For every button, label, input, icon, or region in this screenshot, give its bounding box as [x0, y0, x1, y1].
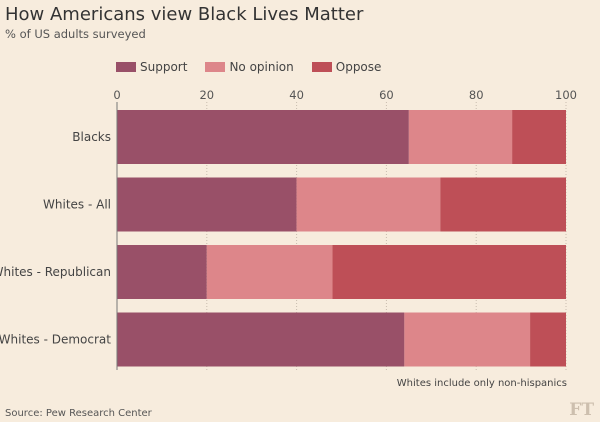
legend-item-support: Support: [116, 60, 187, 74]
legend-swatch: [311, 62, 332, 72]
legend-item-no-opinion: No opinion: [205, 60, 294, 74]
legend: Support No opinion Oppose: [116, 60, 381, 74]
legend-label: Oppose: [335, 60, 382, 74]
bar-no-opinion: [404, 312, 531, 367]
bar-no-opinion: [206, 245, 333, 299]
bar-oppose: [440, 177, 566, 232]
x-tick-label: 60: [379, 88, 394, 102]
chart-note: Whites include only non-hispanics: [396, 378, 567, 389]
chart-subtitle: % of US adults surveyed: [5, 27, 146, 41]
category-label: Whites - Republican: [0, 265, 111, 279]
bar-oppose: [512, 110, 566, 164]
legend-item-oppose: Oppose: [311, 60, 382, 74]
x-tick-label: 80: [469, 88, 484, 102]
chart-title: How Americans view Black Lives Matter: [5, 4, 364, 25]
bar-oppose: [332, 245, 566, 299]
bar-no-opinion: [296, 177, 441, 232]
category-label: Whites - All: [43, 198, 111, 212]
category-label: Blacks: [72, 130, 111, 144]
ft-logo: FT: [569, 400, 594, 420]
bar-support: [117, 245, 207, 299]
bar-support: [117, 110, 409, 164]
bar-support: [117, 177, 297, 232]
x-tick-label: 0: [113, 88, 120, 102]
bar-no-opinion: [408, 110, 513, 164]
legend-label: No opinion: [229, 60, 294, 74]
x-tick-label: 40: [289, 88, 304, 102]
bar-oppose: [530, 312, 566, 367]
bar-support: [117, 312, 405, 367]
category-label: Whites - Democrat: [0, 333, 111, 347]
legend-swatch: [205, 62, 226, 72]
legend-label: Support: [140, 60, 188, 74]
x-tick-label: 20: [199, 88, 214, 102]
x-tick-label: 100: [555, 88, 577, 102]
legend-swatch: [116, 62, 136, 72]
source-note: Source: Pew Research Center: [5, 408, 152, 419]
